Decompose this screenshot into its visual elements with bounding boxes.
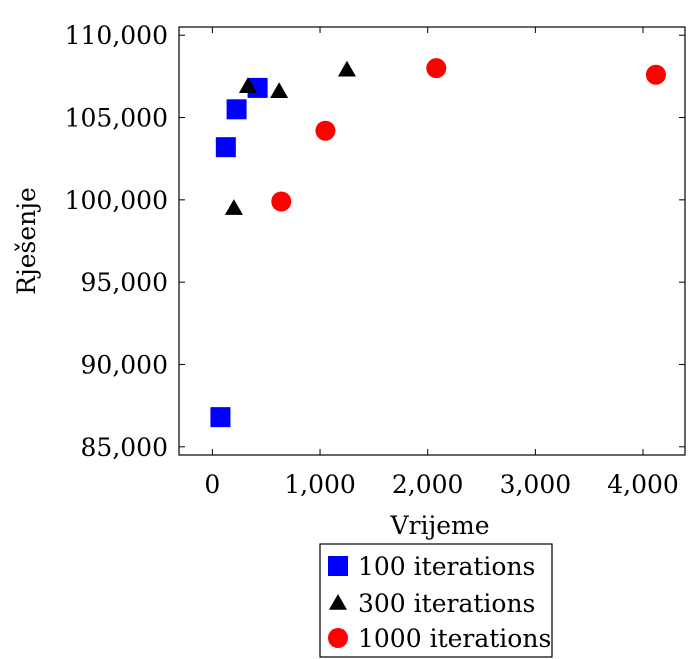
- y-tick-label: 105,000: [65, 104, 168, 133]
- data-point: [271, 191, 292, 212]
- x-axis: 0 1,000 2,000 3,000 4,000: [204, 27, 679, 499]
- x-tick-label: 1,000: [284, 470, 356, 499]
- y-tick-label: 95,000: [81, 268, 168, 297]
- legend-box: [319, 543, 553, 658]
- y-tick-label: 90,000: [81, 350, 168, 379]
- data-point: [215, 137, 236, 158]
- x-tick-label: 4,000: [607, 470, 679, 499]
- legend-label: 1000 iterations: [358, 624, 551, 653]
- legend: 100 iterations 300 iterations 1000 iterati…: [319, 543, 553, 658]
- x-tick-label: 3,000: [500, 470, 572, 499]
- legend-item: 300 iterations: [329, 589, 535, 618]
- data-point: [337, 60, 356, 77]
- data-point: [645, 64, 666, 85]
- y-tick-label: 100,000: [65, 186, 168, 215]
- plot-area: [178, 26, 686, 456]
- x-tick-label: 2,000: [392, 470, 464, 499]
- data-point: [270, 82, 289, 98]
- x-axis-title: Vrijeme: [389, 511, 489, 540]
- series-1: [210, 77, 268, 428]
- legend-item: 100 iterations: [328, 552, 535, 581]
- data-point: [210, 407, 231, 428]
- legend-label: 100 iterations: [358, 552, 535, 581]
- legend-marker-circle: [328, 628, 348, 648]
- legend-label: 300 iterations: [358, 589, 535, 618]
- data-point: [226, 99, 247, 120]
- legend-item: 1000 iterations: [328, 624, 551, 653]
- data-points: [210, 58, 666, 428]
- y-axis: 85,000 90,000 95,000 100,000 105,000 110,000: [65, 21, 685, 462]
- data-point: [224, 199, 243, 215]
- data-point: [238, 77, 257, 94]
- series-2: [224, 60, 356, 215]
- legend-marker-triangle: [329, 594, 347, 610]
- y-tick-label: 110,000: [65, 21, 168, 50]
- series-3: [271, 58, 666, 212]
- y-tick-label: 85,000: [81, 433, 168, 462]
- x-tick-label: 0: [204, 470, 220, 499]
- data-point: [426, 58, 447, 79]
- y-axis-title: Rješenje: [12, 187, 41, 295]
- legend-marker-square: [328, 556, 348, 576]
- data-point: [315, 120, 336, 141]
